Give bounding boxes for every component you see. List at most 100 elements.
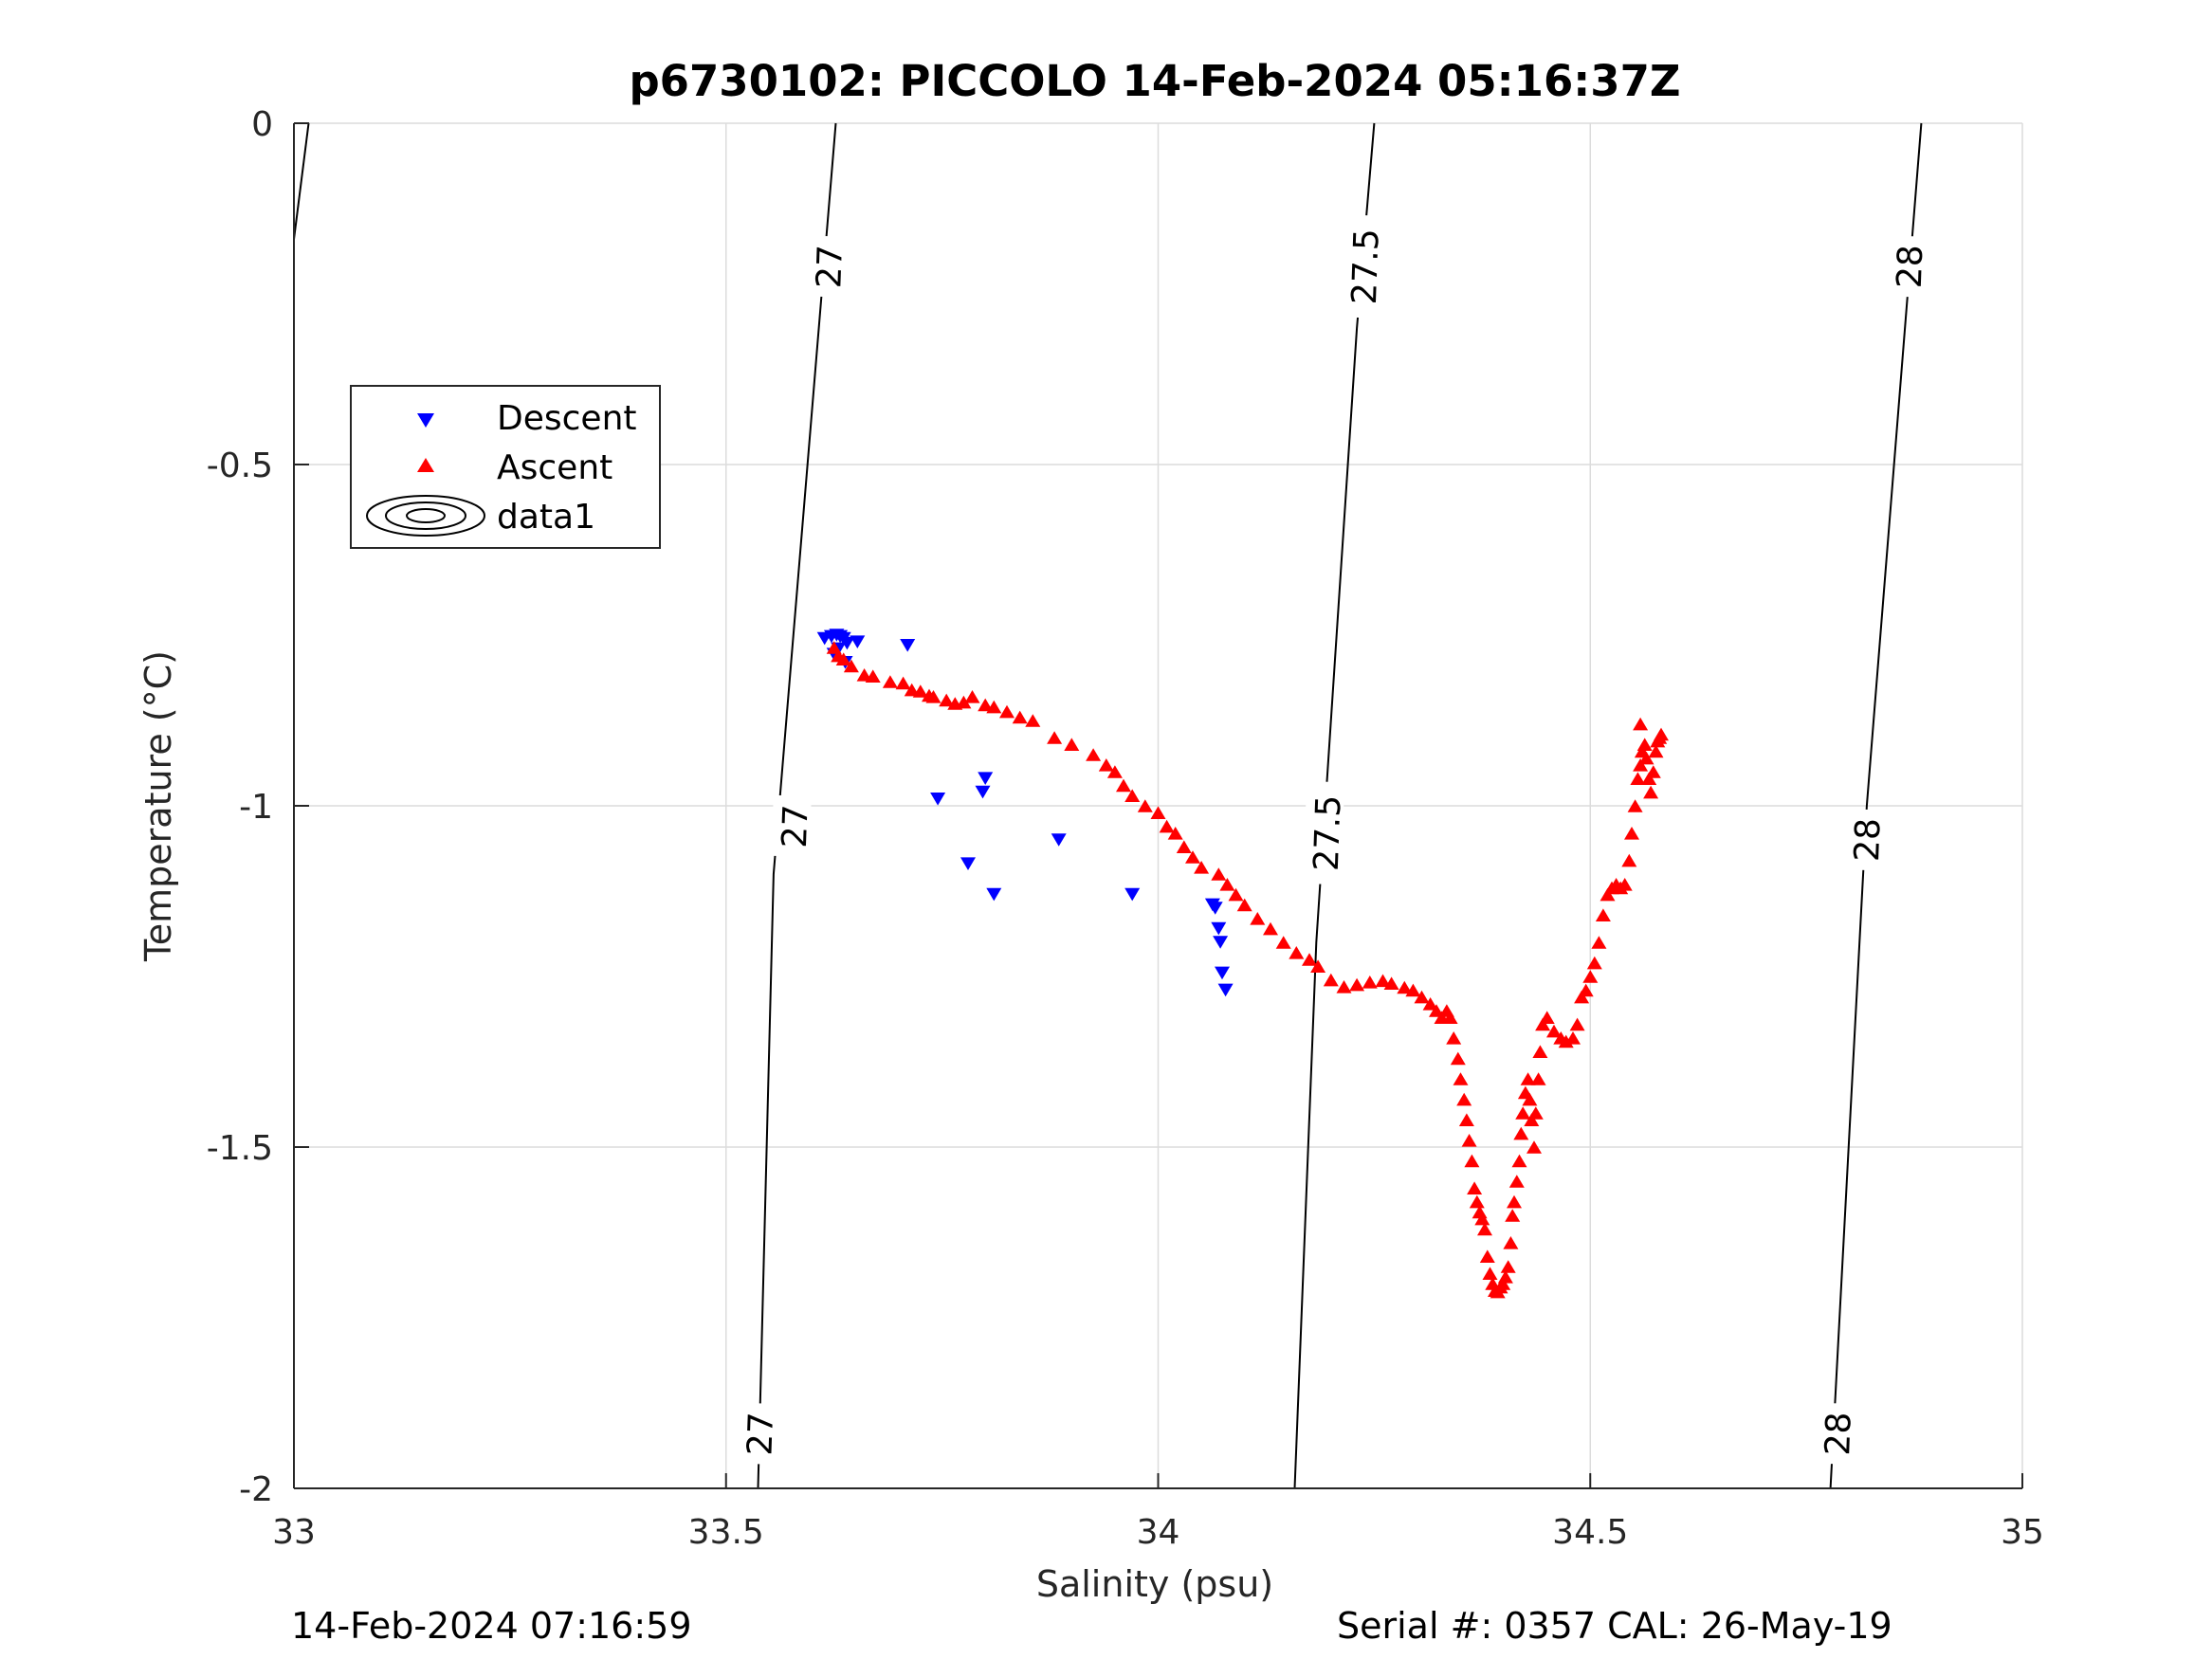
contour-labels: 27 27 27 27.5 27.5 28 28 28 (737, 214, 1931, 1465)
contour-label-text: 28 (1891, 245, 1931, 289)
ascent-point-94 (1532, 1045, 1548, 1058)
ascent-point-128 (1633, 717, 1649, 731)
ascent-point-88 (1520, 1072, 1536, 1085)
x-tick-label-2: 34 (1137, 1513, 1180, 1552)
contour-label-bg (737, 1402, 777, 1465)
ascent-point-34 (1194, 861, 1210, 874)
ascent-point-121 (1641, 772, 1657, 785)
ascent-point-40 (1263, 921, 1278, 936)
x-axis-label: Salinity (psu) (1036, 1563, 1273, 1605)
descent-point-9 (850, 635, 866, 648)
ascent-point-59 (1446, 1031, 1462, 1045)
ascent-point-83 (1508, 1175, 1525, 1188)
ascent-point-102 (1574, 990, 1590, 1004)
chart-title: p6730102: PICCOLO 14-Feb-2024 05:16:37Z (629, 56, 1680, 106)
ascent-point-67 (1469, 1194, 1485, 1209)
legend-descent-label: Descent (497, 399, 637, 438)
ascent-point-35 (1211, 867, 1227, 881)
ascent-point-69 (1474, 1212, 1490, 1226)
ascent-point-23 (1086, 748, 1102, 761)
legend-contour-icon (366, 495, 485, 537)
ascent-point-3 (843, 659, 859, 673)
contour-label-27-0: 27 (805, 235, 850, 298)
contour-label-27-1: 27 (771, 794, 816, 858)
ascent-point-100 (1565, 1031, 1581, 1045)
descent-point-22 (1215, 966, 1230, 980)
ascent-point-116 (1630, 772, 1646, 785)
ascent-point-9 (912, 684, 928, 698)
ascent-point-60 (1450, 1051, 1466, 1066)
contour-label-text: 27 (810, 245, 850, 289)
contour-label-text: 27 (776, 804, 816, 848)
ascent-point-16 (978, 698, 994, 712)
x-tick-label-1: 33.5 (688, 1513, 764, 1552)
ascent-point-29 (1150, 806, 1166, 819)
ascent-point-82 (1507, 1194, 1522, 1209)
contour-line-28 (1829, 122, 1923, 1489)
ascent-point-54 (1422, 997, 1438, 1011)
ascent-point-105 (1586, 956, 1602, 970)
ascent-point-12 (939, 693, 955, 707)
ascent-point-96 (1539, 1011, 1555, 1024)
ascent-point-37 (1228, 887, 1244, 902)
ascent-point-120 (1638, 751, 1654, 765)
contour-label-bg (1886, 235, 1927, 298)
ascent-point-122 (1643, 785, 1659, 799)
footer-timestamp: 14-Feb-2024 07:16:59 (291, 1605, 692, 1647)
ascent-point-78 (1497, 1270, 1513, 1284)
ascent-point-77 (1495, 1277, 1511, 1290)
ascent-point-70 (1477, 1222, 1492, 1236)
contour-line-edge (293, 122, 310, 240)
ascent-point-71 (1479, 1249, 1495, 1263)
ascent-point-48 (1362, 975, 1378, 989)
ascent-point-46 (1336, 980, 1352, 994)
ascent-point-89 (1522, 1092, 1538, 1106)
legend-ascent-marker (417, 458, 434, 472)
contour-label-27-2: 27 (737, 1402, 781, 1465)
contour-label-bg (805, 235, 847, 298)
y-tick-label-2: -1 (239, 788, 273, 827)
ascent-point-43 (1302, 953, 1317, 966)
ascent-point-72 (1482, 1267, 1498, 1280)
ascent-point-107 (1595, 908, 1611, 921)
legend-descent-marker (417, 413, 434, 428)
descent-point-21 (1213, 936, 1229, 949)
legend-box (350, 385, 661, 549)
descent-point-12 (978, 772, 994, 785)
contour-label-text: 27.5 (1307, 794, 1349, 872)
y-tick-label-0: -2 (239, 1470, 273, 1509)
ascent-point-65 (1464, 1154, 1480, 1168)
ascent-point-52 (1405, 983, 1421, 997)
ascent-point-101 (1569, 1017, 1585, 1031)
ascent-point-79 (1500, 1260, 1516, 1273)
ascent-point-39 (1250, 912, 1266, 925)
ascent-point-81 (1505, 1209, 1521, 1222)
ascent-point-113 (1621, 853, 1637, 867)
footer-serial-cal: Serial #: 0357 CAL: 26-May-19 (1337, 1605, 1892, 1647)
ascent-point-21 (1047, 731, 1063, 744)
x-tick-label-4: 35 (2001, 1513, 2044, 1552)
ascent-point-6 (882, 675, 898, 688)
ascent-point-31 (1167, 827, 1183, 840)
descent-point-5 (839, 636, 855, 650)
ascent-point-5 (865, 669, 881, 683)
ascent-point-63 (1458, 1113, 1474, 1126)
ascent-point-44 (1310, 959, 1326, 973)
ascent-point-26 (1116, 778, 1131, 793)
ascent-point-22 (1064, 738, 1080, 751)
ascent-point-66 (1467, 1181, 1483, 1194)
legend-ascent-label: Ascent (497, 448, 612, 487)
ascent-point-92 (1527, 1106, 1544, 1120)
ascent-point-14 (956, 695, 972, 709)
ascent-point-103 (1578, 983, 1594, 997)
y-tick-labels: -2 -1.5 -1 -0.5 0 (207, 105, 273, 1509)
ascent-point-51 (1397, 980, 1413, 994)
descent-point-23 (1217, 983, 1234, 997)
ascent-point-53 (1414, 990, 1430, 1004)
legend-contour-label: data1 (497, 498, 595, 537)
ascent-point-61 (1453, 1072, 1469, 1085)
contour-label-bg (1303, 780, 1345, 885)
ascent-point-36 (1219, 878, 1235, 891)
y-tick-label-4: 0 (251, 105, 273, 144)
